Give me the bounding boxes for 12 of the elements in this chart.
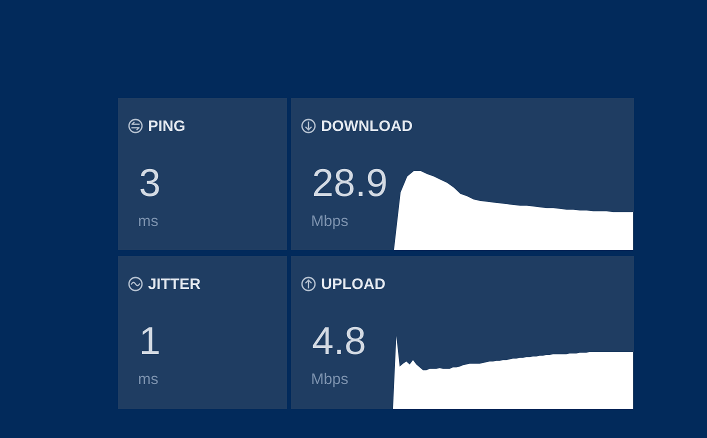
text: Mbps [312,214,348,230]
text: JITTER [148,278,200,290]
text: 4.8 [312,326,364,354]
text: ms [139,218,158,226]
text: 1 [142,327,159,354]
text: 28.9 [314,168,386,196]
text: ms [139,376,158,384]
chart-title: UPLOAD [322,278,385,290]
chart-title: DOWNLOAD [322,120,412,132]
text: PING [149,120,184,132]
text: Mbps [312,372,348,388]
text: 3 [140,168,159,196]
